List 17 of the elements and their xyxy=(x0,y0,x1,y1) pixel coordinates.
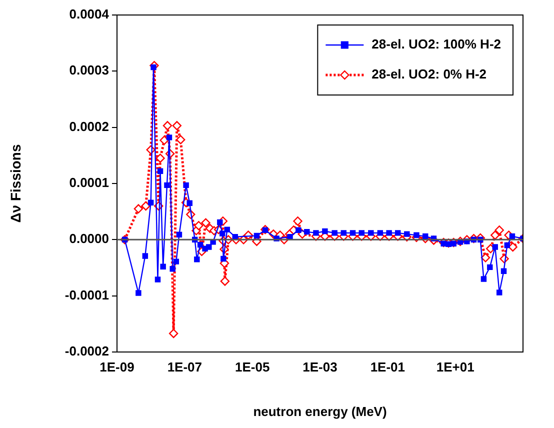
y-tick-label: -0.0001 xyxy=(64,287,109,302)
x-tick-label: 1E-01 xyxy=(370,359,406,374)
x-tick-label: 1E-09 xyxy=(100,359,134,374)
x-tick-label: 1E+01 xyxy=(436,359,474,374)
y-tick-label: 0.0002 xyxy=(69,118,109,134)
legend-label: 28-el. UO2: 100% H-2 xyxy=(372,36,502,52)
y-tick-label: 0.0003 xyxy=(69,62,109,78)
x-tick-label: 1E-03 xyxy=(302,359,338,374)
y-tick-label: 0.0001 xyxy=(69,175,109,190)
y-tick-label: 0.0004 xyxy=(69,6,110,22)
y-tick-label: 0.0000 xyxy=(69,231,109,246)
y-tick-label: -0.0002 xyxy=(64,344,109,359)
legend-label: 28-el. UO2: 0% H-2 xyxy=(372,66,487,82)
x-tick-label: 1E-07 xyxy=(167,359,202,374)
x-axis-title: neutron energy (MeV) xyxy=(253,404,387,419)
x-tick-label: 1E-05 xyxy=(234,359,270,374)
y-axis-title: Δν Fissions xyxy=(7,144,24,223)
